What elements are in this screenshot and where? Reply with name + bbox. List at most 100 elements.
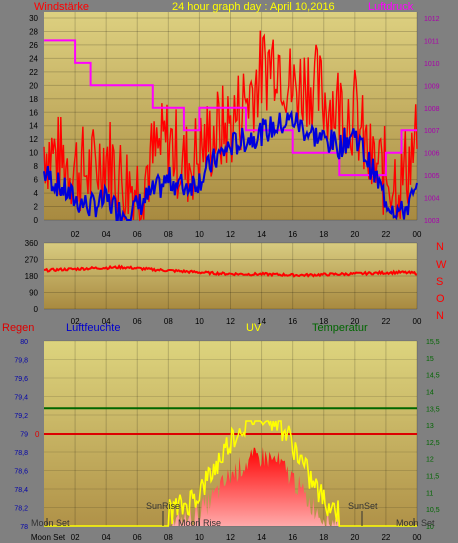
wind-tick-20: 20 <box>29 81 38 90</box>
wind-tick-2: 2 <box>34 203 39 212</box>
humidity-label: Luftfeuchte <box>66 322 120 334</box>
humidity-tick-78,8: 78,8 <box>14 450 28 457</box>
moon-rise-annotation: Moon Rise <box>178 518 221 528</box>
temperature-tick-11: 11 <box>426 490 433 497</box>
pressure-tick-1008: 1008 <box>424 106 440 113</box>
humidity-tick-78,6: 78,6 <box>14 469 28 476</box>
low-x-tick-2: 04 <box>102 533 111 542</box>
uv-max-line <box>44 420 417 527</box>
wind-average-line <box>43 109 418 221</box>
wind-x-tick-02: 02 <box>71 230 80 239</box>
pressure-tick-1007: 1007 <box>424 128 440 135</box>
tick-labels: 0246810121416182022242628301003100410051… <box>14 14 439 542</box>
wind-x-tick-16: 16 <box>288 230 297 239</box>
pressure-line <box>44 39 417 177</box>
moon-set-left-annotation: Moon Set <box>31 518 70 528</box>
low-x-tick-12: 00 <box>413 533 422 542</box>
low-x-tick-8: 16 <box>288 533 297 542</box>
temperature-tick-15: 15 <box>426 356 434 363</box>
low-x-tick-6: 12 <box>226 533 235 542</box>
pressure-tick-1006: 1006 <box>424 151 440 158</box>
dir-tick-360: 360 <box>25 239 39 248</box>
wind-x-tick-04: 04 <box>102 230 111 239</box>
wind-x-tick-00: 00 <box>413 230 422 239</box>
temperature-tick-10: 10 <box>426 524 434 531</box>
dir-x-tick-12: 12 <box>226 317 235 326</box>
dir-x-tick-10: 10 <box>195 317 204 326</box>
temperature-tick-12,5: 12,5 <box>426 440 440 447</box>
dir-tick-90: 90 <box>29 289 38 298</box>
rain-label: Regen <box>2 322 34 334</box>
low-x-tick-0: Moon Set <box>31 533 66 542</box>
temperature-tick-13,5: 13,5 <box>426 406 440 413</box>
rain-zero-tick: 0 <box>35 430 40 439</box>
temperature-tick-15,5: 15,5 <box>426 339 440 346</box>
wind-x-tick-10: 10 <box>195 230 204 239</box>
wind-tick-8: 8 <box>34 162 39 171</box>
wind-tick-4: 4 <box>34 189 39 198</box>
sunrise-annotation: SunRise <box>146 501 180 511</box>
dir-x-tick-08: 08 <box>164 317 173 326</box>
humidity-tick-79,4: 79,4 <box>14 395 28 402</box>
moon-set-right-annotation: Moon Set <box>396 518 435 528</box>
wind-x-tick-20: 20 <box>350 230 359 239</box>
pressure-tick-1011: 1011 <box>424 38 439 45</box>
dir-x-tick-14: 14 <box>257 317 266 326</box>
humidity-tick-79,2: 79,2 <box>14 413 28 420</box>
temperature-tick-12: 12 <box>426 457 434 464</box>
wind-x-tick-06: 06 <box>133 230 142 239</box>
dir-x-tick-00: 00 <box>413 317 422 326</box>
wind-tick-18: 18 <box>29 95 38 104</box>
pressure-tick-1012: 1012 <box>424 16 440 23</box>
humidity-tick-79,8: 79,8 <box>14 358 28 365</box>
compass-label-o: O <box>436 293 445 305</box>
uv-area <box>44 447 417 526</box>
temperature-tick-14: 14 <box>426 389 434 396</box>
wind-tick-12: 12 <box>29 135 38 144</box>
humidity-tick-78,2: 78,2 <box>14 506 28 513</box>
wind-tick-28: 28 <box>29 27 38 36</box>
wind-axis-title: Windstärke <box>34 1 89 13</box>
dir-tick-270: 270 <box>25 256 39 265</box>
dir-x-tick-22: 22 <box>381 317 390 326</box>
dir-x-tick-06: 06 <box>133 317 142 326</box>
pressure-tick-1003: 1003 <box>424 218 440 225</box>
low-x-tick-5: 10 <box>195 533 204 542</box>
direction-panel-bg <box>44 243 417 309</box>
uv-label: UV <box>246 322 262 334</box>
low-x-tick-3: 06 <box>133 533 142 542</box>
pressure-tick-1004: 1004 <box>424 196 440 203</box>
wind-x-tick-12: 12 <box>226 230 235 239</box>
dir-x-tick-16: 16 <box>288 317 297 326</box>
humidity-tick-79,6: 79,6 <box>14 376 28 383</box>
compass-label-s: S <box>436 276 443 288</box>
temperature-tick-14,5: 14,5 <box>426 373 440 380</box>
chart-title: 24 hour graph day : April 10,2016 <box>172 1 335 13</box>
wind-x-tick-22: 22 <box>381 230 390 239</box>
temperature-tick-11,5: 11,5 <box>426 474 439 481</box>
sunset-annotation: SunSet <box>348 501 378 511</box>
dir-tick-0: 0 <box>34 305 39 314</box>
dir-x-tick-18: 18 <box>319 317 328 326</box>
dir-x-tick-02: 02 <box>71 317 80 326</box>
humidity-tick-79: 79 <box>20 432 28 439</box>
humidity-tick-80: 80 <box>20 339 28 346</box>
wind-x-tick-08: 08 <box>164 230 173 239</box>
dir-x-tick-20: 20 <box>350 317 359 326</box>
dir-x-tick-04: 04 <box>102 317 111 326</box>
humidity-tick-78: 78 <box>20 524 28 531</box>
low-x-tick-7: 14 <box>257 533 266 542</box>
compass-label-n-top: N <box>436 241 444 253</box>
low-x-tick-10: 20 <box>350 533 359 542</box>
wind-tick-16: 16 <box>29 108 38 117</box>
low-x-tick-9: 18 <box>319 533 328 542</box>
pressure-tick-1010: 1010 <box>424 61 440 68</box>
low-x-tick-1: 02 <box>71 533 80 542</box>
wind-x-tick-14: 14 <box>257 230 266 239</box>
pressure-tick-1005: 1005 <box>424 173 440 180</box>
wind-tick-6: 6 <box>34 176 39 185</box>
wind-tick-0: 0 <box>34 216 39 225</box>
compass-label-n-bottom: N <box>436 310 444 322</box>
